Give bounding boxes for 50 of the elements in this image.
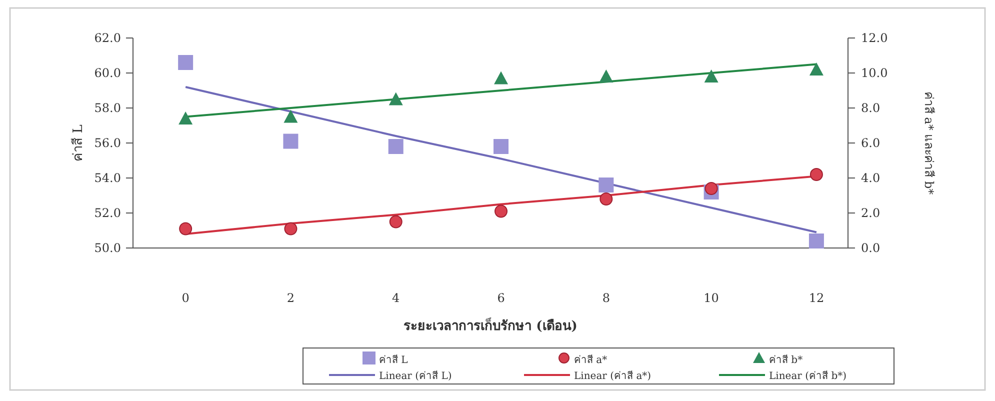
legend-label: Linear (ค่าสี b*): [769, 370, 847, 382]
y2-tick-label: 8.0: [861, 101, 880, 115]
y-tick-label: 62.0: [94, 31, 121, 45]
x-tick-label: 4: [392, 291, 400, 305]
legend-label: Linear (ค่าสี L): [379, 370, 452, 382]
point: [283, 134, 298, 149]
y-tick-label: 54.0: [94, 171, 121, 185]
point: [179, 222, 192, 236]
point: [704, 70, 718, 82]
point: [494, 204, 508, 218]
point: [808, 234, 824, 248]
point: [810, 168, 823, 181]
point: [494, 139, 509, 154]
x-tick-label: 8: [602, 291, 610, 305]
y2-tick-label: 10.0: [861, 66, 888, 80]
point: [284, 222, 298, 236]
point: [600, 192, 613, 206]
x-tick-label: 12: [808, 291, 824, 305]
point: [284, 110, 298, 123]
point: [178, 55, 194, 70]
point: [494, 71, 508, 84]
y2-tick-label: 0.0: [861, 241, 880, 255]
x-axis-title: ระยะเวลาการเก็บรักษา (เดือน): [404, 316, 578, 334]
y-tick-label: 50.0: [94, 241, 121, 255]
x-tick-label: 10: [704, 291, 719, 305]
y-tick-label: 52.0: [94, 206, 121, 220]
legend-label: ค่าสี L: [379, 354, 408, 366]
y-tick-label: 58.0: [94, 101, 121, 115]
x-tick-label: 0: [182, 291, 190, 305]
point: [388, 92, 403, 106]
legend-label: ค่าสี b*: [769, 354, 803, 366]
y2-tick-label: 2.0: [861, 206, 880, 220]
y2-tick-label: 6.0: [861, 136, 880, 150]
point: [388, 139, 404, 154]
point: [599, 70, 614, 82]
y-tick-label: 60.0: [94, 66, 121, 80]
y2-tick-label: 4.0: [861, 171, 880, 185]
point: [809, 62, 824, 76]
legend-label: ค่าสี a*: [574, 354, 608, 366]
point: [178, 112, 193, 124]
y2-axis-title: ค่าสี a* และค่าสี b*: [922, 91, 936, 195]
point: [389, 215, 402, 228]
y-tick-label: 56.0: [94, 136, 121, 150]
legend-label: Linear (ค่าสี a*): [574, 370, 652, 382]
point: [598, 178, 614, 192]
x-tick-label: 6: [497, 291, 505, 305]
point: [704, 182, 718, 195]
y-axis-title: ค่าสี L: [70, 124, 86, 162]
y2-tick-label: 12.0: [861, 31, 888, 45]
x-tick-label: 2: [286, 291, 295, 305]
